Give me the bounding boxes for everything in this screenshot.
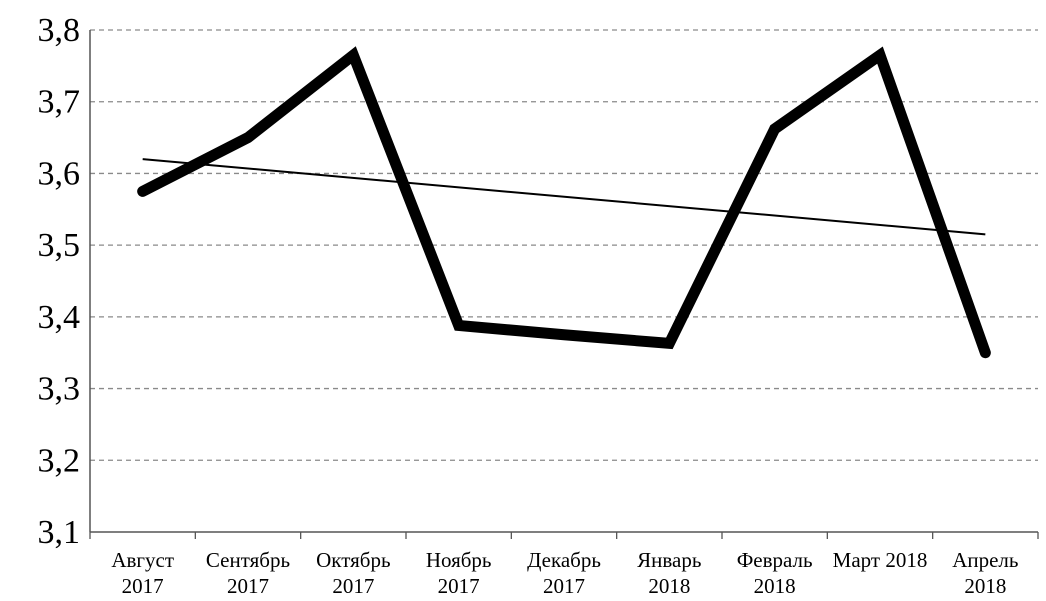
y-tick-label: 3,5 (38, 227, 81, 264)
x-tick-label: Август 2017 (111, 548, 174, 598)
y-tick-label: 3,8 (38, 12, 81, 49)
x-tick-label: Ноябрь 2017 (426, 548, 492, 598)
x-tick-label: Апрель 2018 (952, 548, 1018, 598)
series-layer (137, 46, 991, 359)
trendline (142, 158, 986, 236)
x-tick-label: Март 2018 (833, 548, 928, 572)
y-tick-label: 3,2 (38, 442, 81, 479)
x-tick-label: Февраль 2018 (737, 548, 813, 598)
y-tick-label: 3,3 (38, 371, 81, 408)
axes (89, 30, 1039, 539)
y-tick-label: 3,6 (38, 155, 81, 192)
x-tick-label: Декабрь 2017 (527, 548, 601, 598)
trendline-layer (142, 158, 986, 236)
x-tick-label: Сентябрь 2017 (206, 548, 290, 598)
y-tick-label: 3,7 (38, 84, 81, 121)
x-tick-label: Октябрь 2017 (316, 548, 390, 598)
x-tick-labels: Август 2017 Сентябрь 2017 Октябрь 2017 Ноябрь 2… (111, 548, 1018, 598)
y-tick-label: 3,1 (38, 514, 81, 551)
series-line (137, 46, 991, 359)
x-tick-label: Январь 2018 (637, 548, 701, 598)
y-tick-label: 3,4 (38, 299, 81, 336)
y-tick-labels: 3,1 3,2 3,3 3,4 3,5 3,6 3,7 3,8 (38, 12, 81, 551)
